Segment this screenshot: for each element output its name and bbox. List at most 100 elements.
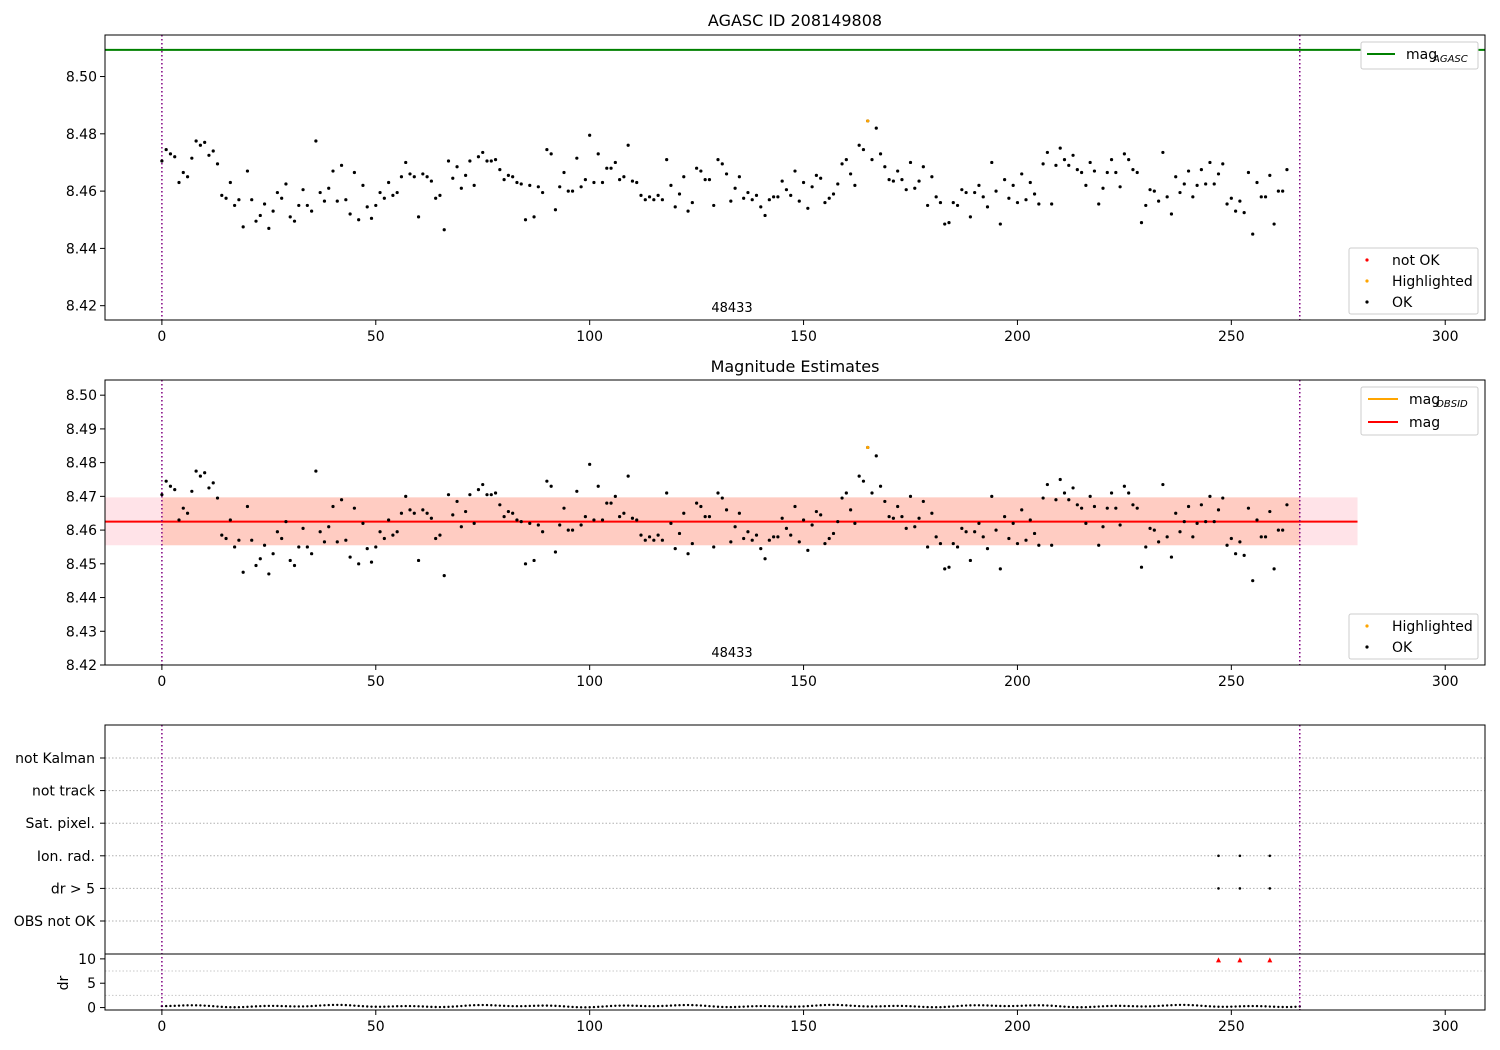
ok-point	[429, 179, 433, 183]
dr-point	[635, 1004, 638, 1008]
ok-point	[917, 516, 921, 520]
ok-point	[763, 213, 767, 218]
ok-point	[600, 180, 605, 185]
flag-label: OBS not OK	[14, 914, 96, 930]
ok-point	[489, 493, 493, 497]
ok-point	[177, 518, 181, 522]
ok-point	[588, 133, 592, 137]
dr-point	[708, 1004, 711, 1008]
dr-point	[930, 1006, 934, 1009]
ok-point	[1050, 202, 1054, 206]
ok-point	[267, 226, 271, 230]
dr-point	[1071, 1005, 1075, 1009]
dr-point	[682, 1003, 685, 1007]
dr-point	[366, 1005, 369, 1008]
ok-point	[365, 205, 369, 209]
ok-point	[1075, 503, 1079, 507]
dr-point	[614, 1004, 617, 1007]
ok-point	[596, 152, 600, 156]
ok-point	[408, 508, 412, 512]
dr-point	[686, 1003, 690, 1007]
dr-point	[776, 1005, 780, 1008]
ok-point	[228, 518, 232, 522]
highlighted-point	[866, 445, 870, 450]
ok-point	[819, 513, 823, 517]
dr-point	[1204, 1004, 1207, 1008]
flag-point	[1238, 887, 1242, 890]
ok-point	[455, 165, 459, 169]
x-tick-label: 200	[1004, 1019, 1031, 1035]
dr-point	[644, 1004, 647, 1008]
ok-point	[421, 508, 425, 512]
dr-point	[1067, 1005, 1070, 1009]
ok-point	[387, 180, 391, 185]
flag-point	[1238, 854, 1242, 858]
ok-point	[1015, 541, 1020, 546]
dr-point	[1294, 1005, 1297, 1008]
dr-point	[216, 1005, 219, 1008]
ok-point	[737, 175, 741, 179]
dr-clipped-marker	[1237, 957, 1243, 963]
ok-point	[570, 189, 575, 193]
ok-point	[724, 172, 729, 176]
x-tick-label: 300	[1432, 674, 1459, 690]
ok-point	[699, 169, 703, 173]
ok-point	[288, 215, 292, 219]
ok-point	[498, 168, 502, 172]
dr-point	[494, 1004, 497, 1007]
dr-point	[1123, 1004, 1126, 1008]
ok-point	[579, 185, 583, 189]
dr-point	[1084, 1005, 1088, 1009]
dr-point	[751, 1005, 754, 1008]
ok-point	[960, 526, 964, 531]
ok-point	[391, 533, 395, 537]
dr-point	[1118, 1004, 1122, 1008]
ok-point	[549, 152, 553, 156]
ok-point	[464, 173, 468, 177]
x-tick-label: 250	[1218, 1019, 1245, 1035]
flag-label: not Kalman	[15, 751, 95, 767]
dr-point	[883, 1004, 887, 1008]
ok-point	[1259, 195, 1263, 199]
dr-point	[768, 1004, 771, 1008]
ok-point	[943, 222, 947, 226]
dr-point	[763, 1004, 767, 1008]
ok-point	[1208, 160, 1212, 165]
ok-point	[1255, 518, 1259, 522]
ok-point	[682, 175, 686, 179]
ok-point	[669, 521, 673, 525]
legend-mag-agasc-label: mag	[1406, 47, 1437, 63]
ok-point	[836, 182, 840, 186]
ok-point	[908, 160, 913, 165]
legend-not-ok: not OK	[1392, 253, 1440, 269]
ok-point	[1285, 503, 1289, 507]
ok-point	[1238, 199, 1242, 203]
ok-point	[690, 541, 694, 546]
ok-point	[814, 173, 818, 177]
ok-point	[284, 182, 288, 186]
ok-point	[831, 192, 836, 196]
ok-point	[1229, 196, 1233, 200]
ok-point	[185, 175, 190, 179]
dr-point	[674, 1004, 677, 1007]
ok-point	[1216, 172, 1221, 176]
ok-point	[1174, 511, 1178, 515]
ok-point	[904, 188, 908, 192]
panel-1-point-legend: not OK Highlighted OK	[1348, 247, 1479, 315]
highlighted-point	[866, 119, 870, 123]
ok-point	[1032, 531, 1037, 536]
ok-point	[1045, 150, 1049, 155]
ok-point	[382, 536, 386, 541]
dr-point	[383, 1005, 386, 1008]
ok-point	[1272, 222, 1276, 226]
ok-point	[652, 198, 656, 202]
dr-point	[896, 1004, 899, 1008]
ok-point	[404, 494, 408, 498]
ok-point	[267, 572, 271, 576]
ok-point	[528, 183, 532, 187]
ok-point	[720, 496, 724, 500]
ok-point	[335, 199, 339, 203]
dr-point	[438, 1005, 442, 1009]
ok-point	[344, 538, 348, 542]
dr-point	[661, 1004, 664, 1008]
